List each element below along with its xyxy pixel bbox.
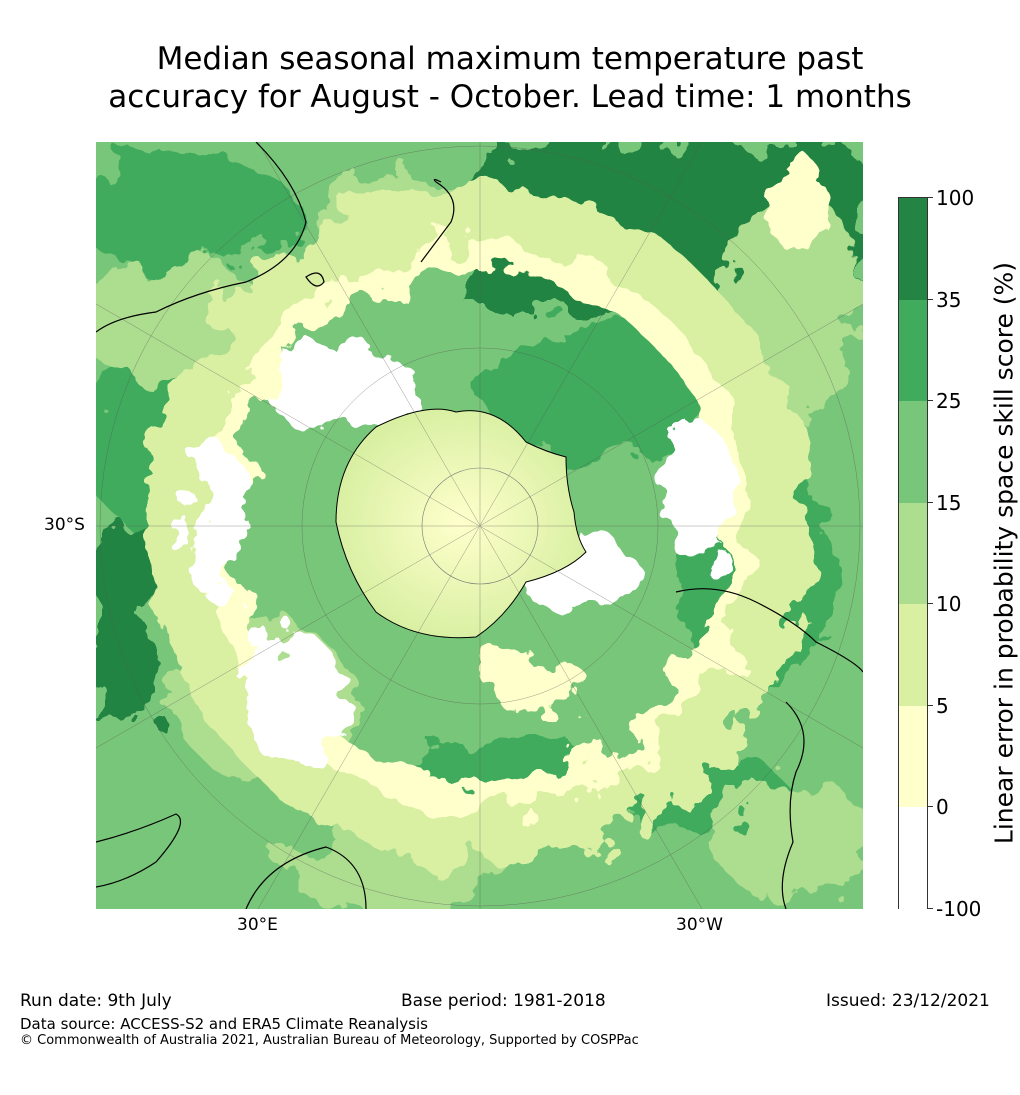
colorbar-label: -100 [936, 897, 982, 921]
colorbar-bin-neg100-0 [899, 807, 927, 910]
colorbar-tick [928, 908, 933, 909]
map-canvas [96, 142, 863, 909]
madagascar-coast [245, 846, 367, 909]
skill-patch-none [246, 632, 346, 772]
colorbar-bin-0-5 [899, 706, 927, 807]
polar-skill-map[interactable] [96, 142, 863, 909]
run-date: Run date: 9th July [20, 991, 172, 1011]
skill-patch-none [266, 352, 426, 432]
issued-date: Issued: 23/12/2021 [826, 991, 990, 1011]
skill-patch-none [766, 152, 826, 252]
skill-patch-none [486, 652, 586, 712]
colorbar-tick [928, 502, 933, 503]
base-period: Base period: 1981-2018 [401, 991, 606, 1011]
colorbar [898, 197, 928, 910]
skill-patch-moderate [716, 782, 863, 902]
colorbar-tick [928, 705, 933, 706]
colorbar-label: 25 [936, 389, 962, 413]
south-america-east-coast [781, 701, 805, 909]
coastlines [96, 142, 863, 909]
skill-patch-high [96, 152, 296, 272]
colorbar-bin-25-35 [899, 300, 927, 401]
chart-title-line-1: Median seasonal maximum temperature past [156, 41, 864, 77]
colorbar-tick [928, 299, 933, 300]
colorbar-bin-5-10 [899, 604, 927, 706]
colorbar-title: Linear error in probability space skill … [989, 261, 1019, 845]
skill-patch-none [186, 442, 246, 602]
colorbar-tick [928, 197, 933, 198]
lat-label-30s: 30°S [44, 515, 85, 535]
south-america-coast [675, 588, 863, 673]
chart-title-line-2: accuracy for August - October. Lead time… [108, 79, 912, 115]
colorbar-tick [928, 400, 933, 401]
colorbar-label: 100 [936, 186, 975, 210]
antarctica-landmass [335, 408, 587, 639]
australia-coast [96, 142, 307, 333]
lon-label-30e: 30°E [237, 915, 278, 935]
colorbar-tick [928, 603, 933, 604]
copyright: © Commonwealth of Australia 2021, Austra… [20, 1033, 639, 1048]
colorbar-label: 15 [936, 491, 962, 515]
colorbar-label: 5 [936, 694, 949, 718]
new-zealand-coast [420, 178, 455, 263]
skill-patch-none [656, 422, 736, 562]
colorbar-label: 35 [936, 288, 962, 312]
colorbar-bin-10-15 [899, 503, 927, 604]
colorbar-bin-35-100 [899, 198, 927, 300]
colorbar-label: 0 [936, 795, 949, 819]
colorbar-tick [928, 806, 933, 807]
colorbar-bin-15-25 [899, 401, 927, 503]
chart-title: Median seasonal maximum temperature past… [0, 40, 1020, 116]
data-source: Data source: ACCESS-S2 and ERA5 Climate … [20, 1015, 428, 1033]
graticule [96, 142, 863, 909]
colorbar-label: 10 [936, 592, 962, 616]
africa-coast [96, 813, 182, 888]
skill-patch-high [96, 522, 156, 722]
lon-label-30w: 30°W [676, 915, 723, 935]
tasmania-coast [305, 272, 325, 287]
